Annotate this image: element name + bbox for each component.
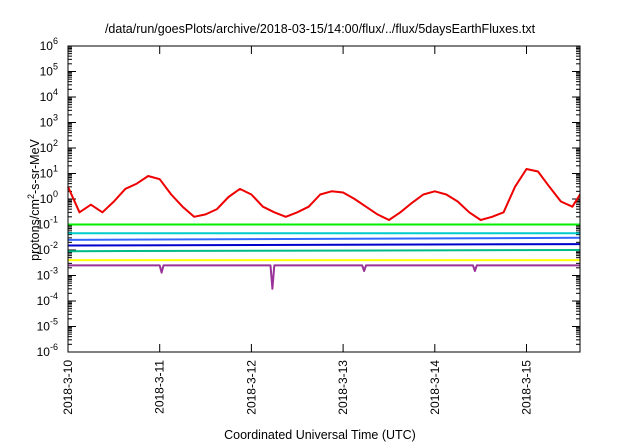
y-tick-label-exponent: 1: [53, 164, 58, 174]
y-tick-label-exponent: 2: [53, 138, 58, 148]
x-tick-label: 2018-3-11: [153, 360, 167, 414]
y-tick-label-exponent: -1: [50, 215, 58, 225]
y-tick-label: 102: [40, 138, 58, 155]
y-tick-label: 10-2: [37, 240, 58, 257]
y-tick-label: 10-3: [37, 266, 58, 283]
y-tick-label-base: 10: [40, 90, 54, 104]
series-line-0: [67, 168, 581, 221]
series-line-5: [67, 249, 581, 253]
y-tick-label: 10-6: [37, 342, 58, 359]
x-tick-label: 2018-3-15: [520, 360, 534, 415]
y-tick-label-base: 10: [37, 320, 51, 334]
y-tick-label-base: 10: [40, 116, 54, 130]
y-tick-label-base: 10: [37, 294, 51, 308]
y-tick-label: 101: [40, 164, 58, 181]
y-tick-label-base: 10: [40, 65, 54, 79]
series-line-3: [67, 236, 581, 241]
series-line-7: [68, 264, 580, 290]
chart-title: /data/run/goesPlots/archive/2018-03-15/1…: [104, 22, 536, 36]
x-axis-label: Coordinated Universal Time (UTC): [224, 428, 416, 442]
y-tick-label-exponent: 6: [53, 36, 58, 46]
y-tick-label-exponent: 4: [53, 87, 58, 97]
y-tick-label-base: 10: [40, 39, 54, 53]
y-tick-label: 106: [40, 36, 58, 53]
y-tick-label-exponent: -3: [50, 266, 58, 276]
plot-frame: [67, 45, 581, 353]
y-tick-label-base: 10: [37, 269, 51, 283]
y-tick-label-base: 10: [37, 243, 51, 257]
y-tick-label-exponent: -2: [50, 240, 58, 250]
y-tick-label: 10-1: [37, 215, 58, 232]
y-tick-label: 105: [40, 62, 58, 79]
series-line-4: [67, 243, 581, 247]
y-tick-label-exponent: 0: [53, 189, 58, 199]
y-tick-label-exponent: 3: [53, 113, 58, 123]
x-tick-label: 2018-3-13: [336, 360, 350, 415]
y-tick-label-base: 10: [40, 167, 54, 181]
y-tick-label-exponent: -4: [50, 291, 58, 301]
x-tick-label: 2018-3-14: [428, 360, 442, 415]
x-tick-label: 2018-3-10: [61, 360, 75, 415]
y-tick-label-base: 10: [40, 141, 54, 155]
y-tick-label: 10-4: [37, 291, 58, 308]
y-tick-label: 104: [40, 87, 58, 104]
y-tick-label-base: 10: [37, 345, 51, 359]
y-tick-label: 100: [40, 189, 58, 206]
y-tick-label: 103: [40, 113, 58, 130]
x-tick-label: 2018-3-12: [244, 360, 258, 415]
y-tick-label-exponent: -6: [50, 342, 58, 352]
y-tick-label: 10-5: [37, 317, 58, 334]
y-tick-label-base: 10: [40, 192, 54, 206]
y-tick-label-exponent: 5: [53, 62, 58, 72]
y-tick-label-exponent: -5: [50, 317, 58, 327]
y-tick-label-base: 10: [37, 218, 51, 232]
